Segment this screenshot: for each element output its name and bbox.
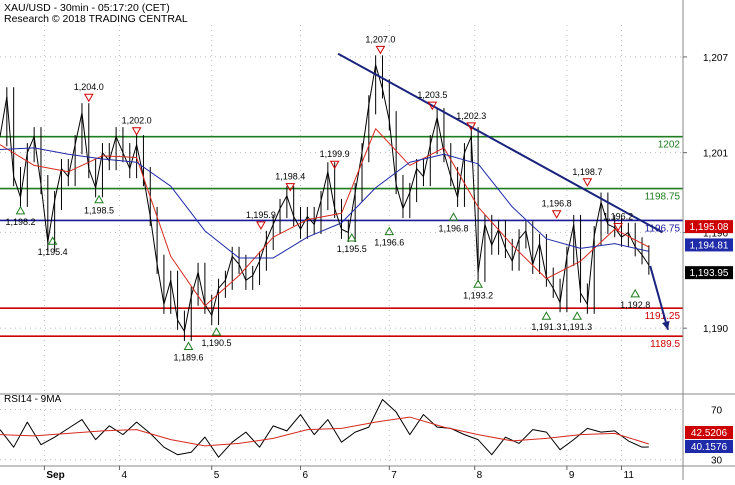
swing-low-label: 1,191.3 [562,322,592,332]
swing-low-marker [15,205,26,215]
price-y-tick-label: 1,196 [703,228,728,239]
swing-high-label: 1,207.0 [365,34,395,44]
swing-low-label: 1,195.5 [337,244,367,254]
rsi-tag-label: 42.5206 [691,428,728,439]
price-y-tick-label: 1,190 [703,324,728,335]
forecast-arrow-shaft [649,265,669,331]
x-tick-label: 9 [569,470,575,480]
rsi-ma-line [0,416,649,447]
x-tick-label: 11 [624,470,635,480]
swing-low-label: 1,195.4 [38,247,68,257]
swing-low-label: 1,193.2 [463,290,493,300]
swing-low-marker [572,311,582,320]
level-label: 1202 [658,140,681,151]
slow-ma-line [0,147,649,259]
rsi-tag-box [685,426,733,439]
swing-low-marker [211,327,222,336]
rsi-y-tick-label: 70 [711,406,723,417]
swing-high-marker [83,93,94,103]
rsi-y-tick-label: 30 [711,456,723,467]
swing-high-marker [551,210,562,219]
swing-high-marker [466,122,477,131]
price-y-tick-label: 1,207 [703,53,728,64]
level-label: 1189.5 [650,339,680,350]
swing-low-marker [183,341,194,351]
price-tag-box [685,266,733,280]
swing-high-marker [427,101,438,111]
swing-low-marker [473,279,483,288]
forecast-arrow-head [662,320,670,330]
swing-low-marker [94,194,104,204]
price-tag-box [685,238,733,252]
swing-high-marker [613,222,623,232]
swing-low-label: 1,189.6 [173,353,203,363]
swing-low-marker [47,236,58,245]
price-y-tick-label: 1,201 [703,149,728,160]
x-tick-label: Sep [46,470,64,480]
trendline [337,52,663,234]
chart-subtitle: Research © 2018 TRADING CENTRAL [4,13,188,25]
swing-high-label: 1,196.2 [603,211,633,221]
rsi-panel-label: RSI14 - 9MA [4,394,62,405]
x-tick-label: 4 [122,470,128,480]
swing-high-marker [256,221,266,230]
x-tick-label: 8 [477,470,483,480]
price-tag-box [685,220,733,234]
swing-high-label: 1,203.5 [417,90,447,100]
swing-high-marker [285,183,296,192]
swing-low-marker [346,233,357,242]
swing-high-marker [329,160,340,170]
chart-title: XAU/USD - 30min - 05:17:20 (CET) [4,2,170,14]
x-tick-label: 6 [303,470,309,480]
swing-low-label: 1,196.8 [438,223,468,233]
swing-high-label: 1,195.9 [246,210,276,220]
swing-low-marker [541,311,552,320]
swing-high-label: 1,202.3 [456,111,486,121]
fast-ma-line [0,128,650,307]
swing-low-label: 1,190.5 [201,338,231,348]
swing-low-label: 1,192.8 [620,300,650,310]
swing-low-label: 1,198.5 [84,206,114,216]
level-label: 1196.75 [645,223,681,234]
swing-high-label: 1,202.0 [122,116,152,126]
swing-low-label: 1,198.2 [5,217,35,227]
rsi-tag-label: 40.1576 [691,442,728,453]
swing-high-label: 1,204.0 [74,82,104,92]
swing-high-label: 1,196.8 [542,199,572,209]
level-label: 1191.25 [645,311,681,322]
x-tick-label: 5 [214,470,220,480]
rsi-line [0,399,649,458]
swing-low-label: 1,191.3 [531,322,561,332]
rsi-tag-box [685,440,733,453]
level-label: 1198.75 [645,192,681,203]
swing-low-label: 1,196.6 [374,238,404,248]
swing-high-marker [582,178,593,187]
swing-high-label: 1,198.7 [572,167,602,177]
swing-low-marker [448,212,459,221]
swing-high-label: 1,198.4 [275,172,305,182]
swing-low-marker [630,288,641,298]
price-tag-label: 1,195.08 [690,222,729,233]
x-tick-label: 7 [391,470,397,480]
swing-high-label: 1,199.9 [320,149,350,159]
swing-high-marker [375,45,386,55]
price-tag-label: 1,193.95 [690,268,729,279]
swing-low-marker [384,226,395,236]
price-tag-label: 1,194.81 [690,240,729,251]
swing-high-marker [131,127,142,136]
